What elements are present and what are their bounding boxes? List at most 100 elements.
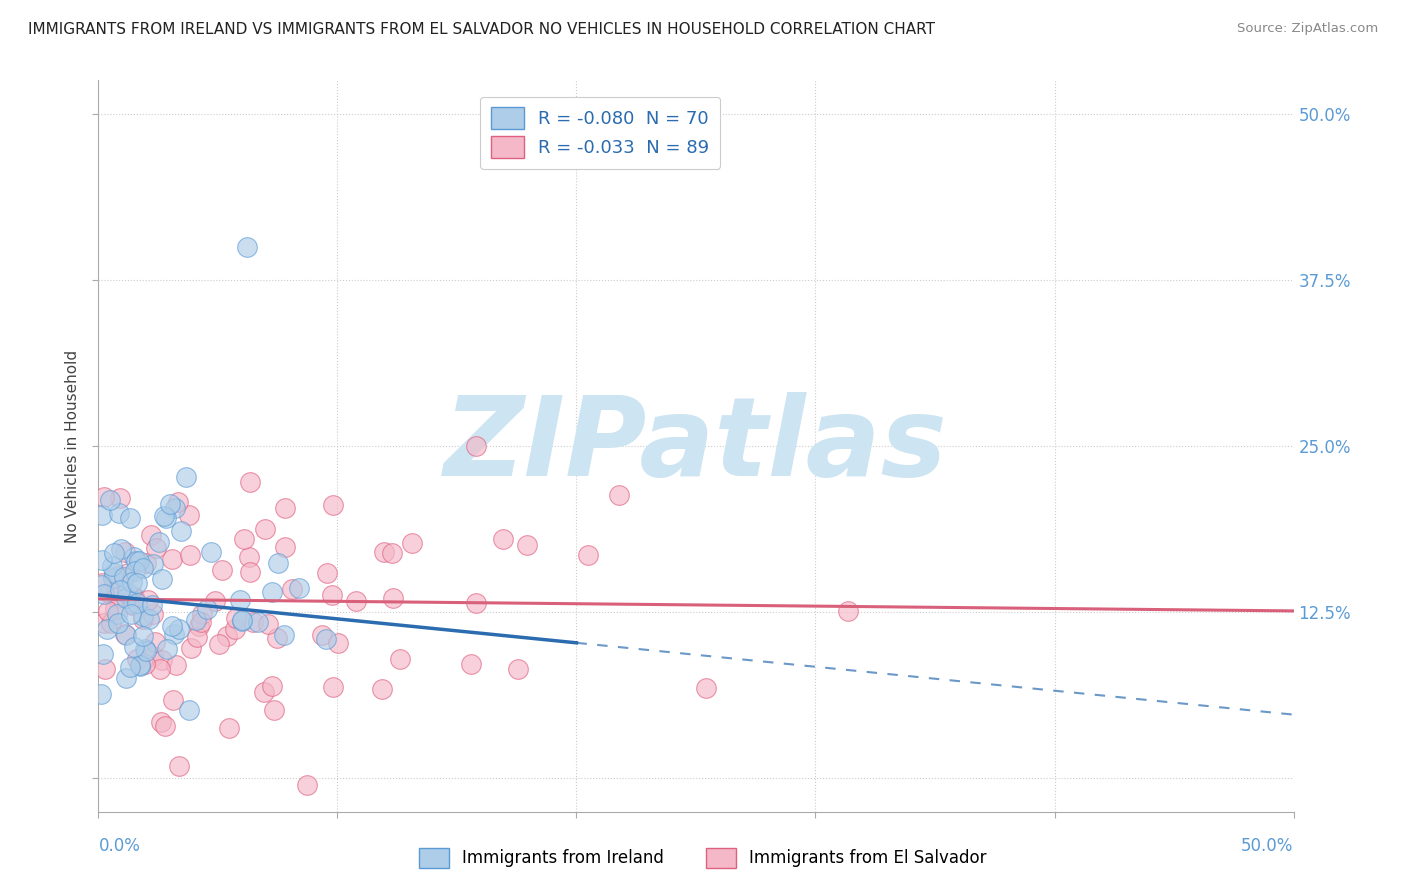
Point [153, 718, 176, 732]
Point [263, 703, 285, 717]
Point [114, 569, 136, 583]
Point [93, 491, 115, 505]
Point [262, 679, 284, 693]
Point [105, 607, 128, 621]
Point [110, 541, 132, 556]
Text: 50.0%: 50.0% [1241, 838, 1294, 855]
Point [389, 652, 412, 666]
Point [143, 635, 166, 649]
Point [98, 493, 121, 508]
Point [344, 593, 367, 607]
Point [149, 715, 172, 730]
Point [316, 566, 339, 580]
Point [134, 642, 156, 657]
Point [124, 565, 146, 579]
Point [322, 498, 344, 512]
Point [103, 546, 125, 560]
Point [107, 616, 129, 631]
Point [93, 615, 115, 630]
Point [108, 491, 131, 505]
Point [190, 615, 212, 630]
Point [295, 778, 318, 792]
Point [170, 524, 193, 538]
Point [179, 548, 201, 562]
Point [138, 612, 160, 626]
Point [90, 552, 112, 566]
Point [184, 614, 207, 628]
Point [491, 532, 513, 546]
Point [120, 607, 142, 622]
Point [105, 569, 128, 583]
Point [208, 637, 231, 651]
Point [162, 693, 184, 707]
Point [465, 596, 488, 610]
Point [238, 549, 260, 564]
Text: Source: ZipAtlas.com: Source: ZipAtlas.com [1237, 22, 1378, 36]
Point [382, 591, 405, 605]
Point [91, 575, 114, 590]
Point [127, 596, 149, 610]
Point [121, 574, 143, 589]
Point [122, 590, 145, 604]
Point [128, 554, 150, 568]
Point [121, 599, 143, 613]
Point [515, 537, 537, 551]
Legend: R = -0.080  N = 70, R = -0.033  N = 89: R = -0.080 N = 70, R = -0.033 N = 89 [481, 96, 720, 169]
Point [167, 622, 190, 636]
Point [239, 475, 262, 490]
Point [180, 641, 202, 656]
Point [191, 607, 214, 621]
Point [141, 598, 163, 612]
Point [274, 540, 297, 554]
Point [98, 586, 121, 600]
Point [103, 602, 125, 616]
Point [120, 511, 142, 525]
Point [218, 721, 240, 735]
Point [225, 611, 247, 625]
Point [159, 498, 181, 512]
Point [371, 682, 394, 697]
Point [460, 657, 482, 672]
Legend: Immigrants from Ireland, Immigrants from El Salvador: Immigrants from Ireland, Immigrants from… [412, 841, 994, 875]
Point [135, 644, 157, 658]
Point [260, 585, 283, 599]
Point [150, 653, 173, 667]
Point [576, 548, 599, 562]
Point [101, 558, 124, 573]
Point [163, 627, 186, 641]
Point [195, 602, 218, 616]
Text: 0.0%: 0.0% [98, 838, 141, 855]
Point [142, 557, 165, 571]
Text: IMMIGRANTS FROM IRELAND VS IMMIGRANTS FROM EL SALVADOR NO VEHICLES IN HOUSEHOLD : IMMIGRANTS FROM IRELAND VS IMMIGRANTS FR… [28, 22, 935, 37]
Point [211, 563, 233, 577]
Point [273, 628, 295, 642]
Point [256, 617, 278, 632]
Point [90, 578, 112, 592]
Point [373, 545, 395, 559]
Point [104, 582, 127, 597]
Point [134, 657, 156, 671]
Point [231, 614, 253, 628]
Point [91, 508, 114, 522]
Point [100, 615, 122, 630]
Point [607, 488, 630, 502]
Point [145, 541, 167, 556]
Point [174, 470, 197, 484]
Point [315, 632, 337, 647]
Point [186, 630, 208, 644]
Point [152, 573, 174, 587]
Point [125, 576, 148, 591]
Point [326, 635, 349, 649]
Point [105, 591, 128, 605]
Point [229, 593, 252, 607]
Point [232, 533, 254, 547]
Point [114, 545, 136, 559]
Point [148, 535, 170, 549]
Point [322, 681, 344, 695]
Point [695, 681, 717, 696]
Point [132, 629, 155, 643]
Point [280, 582, 302, 596]
Point [253, 522, 276, 536]
Point [141, 528, 163, 542]
Point [131, 561, 153, 575]
